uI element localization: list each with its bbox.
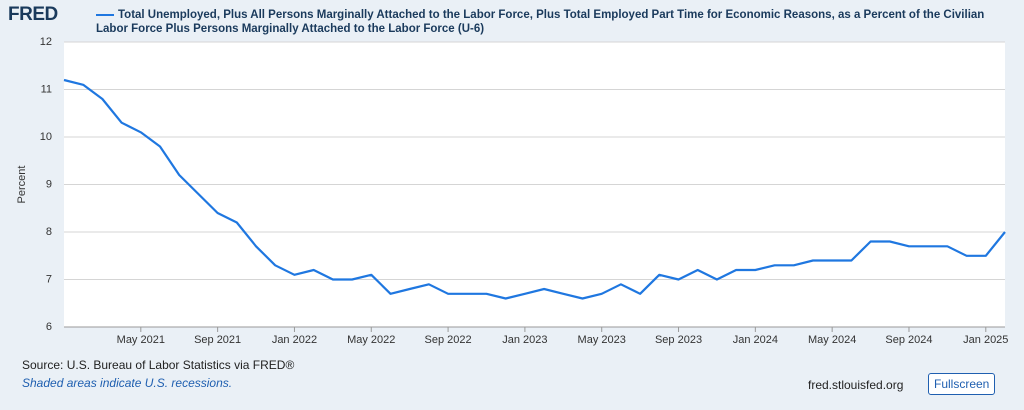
x-tick-label: Sep 2021 (194, 334, 241, 346)
y-tick-label: 9 (46, 178, 52, 190)
y-axis-label: Percent (16, 166, 28, 204)
x-tick-label: Jan 2022 (272, 334, 317, 346)
legend-label: Total Unemployed, Plus All Persons Margi… (96, 9, 985, 35)
y-tick-label: 10 (40, 131, 52, 143)
series-line (63, 78, 1006, 300)
y-tick-label: 6 (46, 321, 52, 333)
y-tick-label: 12 (40, 36, 52, 48)
note: Shaded areas indicate U.S. recessions. (22, 376, 233, 390)
x-tick-label: Sep 2024 (885, 334, 932, 346)
x-tick-label: Sep 2023 (655, 334, 702, 346)
x-tick-label: Jan 2024 (733, 334, 778, 346)
y-tick-label: 8 (46, 226, 52, 238)
legend: Total Unemployed, Plus All Persons Margi… (96, 8, 1016, 36)
logo: FRED (8, 4, 58, 25)
x-tick-label: Jan 2023 (502, 334, 547, 346)
x-tick-label: Jan 2025 (963, 334, 1008, 346)
site: fred.stlouisfed.org (808, 378, 904, 392)
fullscreen-button[interactable]: Fullscreen (928, 373, 996, 395)
source: Source: U.S. Bureau of Labor Statistics … (22, 358, 295, 372)
x-tick-label: May 2021 (117, 334, 165, 346)
x-tick-label: May 2023 (578, 334, 626, 346)
y-tick-label: 11 (41, 83, 52, 95)
x-tick-label: May 2022 (347, 334, 395, 346)
legend-swatch (96, 13, 114, 16)
y-tick-label: 7 (46, 273, 52, 285)
x-tick-label: May 2024 (808, 334, 856, 346)
x-tick-label: Sep 2022 (425, 334, 472, 346)
